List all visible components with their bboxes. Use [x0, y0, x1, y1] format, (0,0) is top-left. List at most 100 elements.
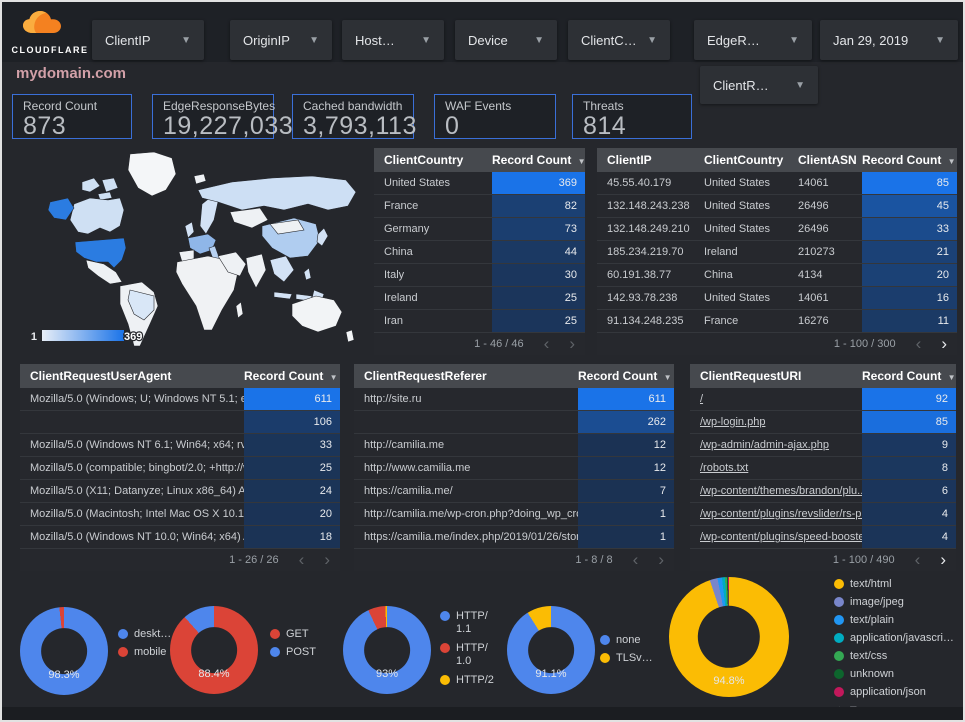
- legend-item[interactable]: POST: [270, 646, 316, 658]
- donut-percent-label: 98.3%: [48, 669, 80, 681]
- table-row[interactable]: http://site.ru 611: [354, 388, 674, 411]
- filter-clientcountry[interactable]: ClientC… ▼: [568, 20, 670, 60]
- column-header[interactable]: Record Count ▼: [578, 369, 672, 383]
- table-row[interactable]: Mozilla/5.0 (X11; Datanyze; Linux x86_64…: [20, 480, 340, 503]
- table-row[interactable]: Ireland 25: [374, 287, 585, 310]
- table-row[interactable]: 106: [20, 411, 340, 434]
- filter-device[interactable]: Device ▼: [455, 20, 557, 60]
- legend-item[interactable]: none: [600, 634, 653, 646]
- legend-item[interactable]: HTTP/2: [440, 674, 496, 687]
- table-row[interactable]: https://camilia.me/7: [354, 480, 674, 503]
- map-legend-max: 369: [124, 331, 142, 343]
- next-page-icon[interactable]: ›: [940, 550, 946, 569]
- filter-originip-label: OriginIP: [243, 32, 290, 48]
- uri-link[interactable]: /robots.txt: [700, 462, 749, 474]
- table-row[interactable]: 262: [354, 411, 674, 434]
- legend-item[interactable]: text/plain: [834, 614, 954, 626]
- table-cell: 26496: [798, 223, 829, 235]
- uri-link[interactable]: /: [700, 393, 704, 405]
- legend-item[interactable]: HTTP/1.1: [440, 610, 496, 636]
- column-header[interactable]: Record Count ▼: [862, 369, 956, 383]
- date-range-picker[interactable]: Jan 29, 2019 ▼: [820, 20, 958, 60]
- table-row[interactable]: Mozilla/5.0 (compatible; bingbot/2.0; +h…: [20, 457, 340, 480]
- table-row[interactable]: China 44: [374, 241, 585, 264]
- table-row[interactable]: Iran 25: [374, 310, 585, 333]
- uri-link[interactable]: /wp-admin/admin-ajax.php: [700, 439, 830, 451]
- table-row[interactable]: France 82: [374, 195, 585, 218]
- column-header[interactable]: ClientIP: [607, 153, 652, 167]
- legend-item[interactable]: TLSv…: [600, 652, 653, 664]
- column-header[interactable]: ClientASN: [798, 153, 857, 167]
- filter-host-label: Host…: [355, 32, 395, 48]
- prev-page-icon: ‹: [298, 550, 305, 569]
- table-row[interactable]: http://camilia.me/wp-cron.php?doing_wp_c…: [354, 503, 674, 526]
- legend-item[interactable]: unknown: [834, 668, 954, 680]
- legend-item[interactable]: mobile: [118, 646, 171, 658]
- column-header[interactable]: Record Count ▼: [244, 369, 338, 383]
- legend-item[interactable]: HTTP/1.0: [440, 642, 496, 668]
- donut-http-method[interactable]: 88.4%: [170, 606, 258, 694]
- table-row[interactable]: /wp-content/themes/brandon/plu... 6: [690, 480, 956, 503]
- table-cell: United States: [384, 177, 451, 189]
- legend-item[interactable]: application/javascri…: [834, 632, 954, 644]
- table-row[interactable]: Germany 73: [374, 218, 585, 241]
- donut-tls-version[interactable]: 91.1%: [507, 606, 595, 694]
- table-row[interactable]: Mozilla/5.0 (Macintosh; Intel Mac OS X 1…: [20, 503, 340, 526]
- table-row[interactable]: /wp-content/plugins/speed-booste... 4: [690, 526, 956, 549]
- table-row[interactable]: Italy 30: [374, 264, 585, 287]
- uri-link[interactable]: /wp-login.php: [700, 416, 766, 428]
- table-row[interactable]: 132.148.249.210 United States 26496 33: [597, 218, 957, 241]
- table-row[interactable]: 60.191.38.77 China 4134 20: [597, 264, 957, 287]
- column-header[interactable]: ClientRequestReferer: [364, 369, 487, 383]
- table-row[interactable]: 45.55.40.179 United States 14061 85: [597, 172, 957, 195]
- record-count-cell: 20: [862, 264, 957, 286]
- filter-clientrequest[interactable]: ClientR… ▼: [700, 66, 818, 104]
- table-row[interactable]: 185.234.219.70 Ireland 210273 21: [597, 241, 957, 264]
- table-row[interactable]: https://camilia.me/index.php/2019/01/26/…: [354, 526, 674, 549]
- legend-item[interactable]: text/css: [834, 650, 954, 662]
- column-header[interactable]: ClientRequestUserAgent: [30, 369, 172, 383]
- next-page-icon[interactable]: ›: [941, 334, 947, 353]
- donut-http-version[interactable]: 93%: [343, 606, 431, 694]
- table-cell: Mozilla/5.0 (compatible; bingbot/2.0; +h…: [30, 462, 244, 474]
- table-row[interactable]: Mozilla/5.0 (Windows NT 10.0; Win64; x64…: [20, 526, 340, 549]
- table-row[interactable]: Mozilla/5.0 (Windows NT 6.1; Win64; x64;…: [20, 434, 340, 457]
- legend-item[interactable]: image/jpeg: [834, 596, 954, 608]
- record-count-cell: 73: [492, 218, 585, 240]
- table-header-row: ClientCountry Record Count ▼: [374, 148, 585, 172]
- donut-device-type[interactable]: 98.3%: [20, 607, 108, 695]
- table-row[interactable]: 132.148.243.238 United States 26496 45: [597, 195, 957, 218]
- donut-content-type[interactable]: 94.8%: [669, 577, 789, 697]
- column-header[interactable]: Record Count ▼: [862, 153, 956, 167]
- legend-item[interactable]: GET: [270, 628, 316, 640]
- legend-item[interactable]: application/json: [834, 686, 954, 698]
- column-header[interactable]: ClientCountry: [704, 153, 784, 167]
- table-row[interactable]: 142.93.78.238 United States 14061 16: [597, 287, 957, 310]
- table-cell: United States: [704, 177, 771, 189]
- table-row[interactable]: http://camilia.me 12: [354, 434, 674, 457]
- uri-link[interactable]: /wp-content/plugins/speed-booste...: [700, 531, 862, 543]
- legend-item[interactable]: text/html: [834, 578, 954, 590]
- table-row[interactable]: /wp-content/plugins/revslider/rs-p... 4: [690, 503, 956, 526]
- record-count-cell: 25: [244, 457, 340, 479]
- client-country-geo-map[interactable]: 1 369: [12, 148, 370, 356]
- column-header[interactable]: Record Count ▼: [492, 153, 585, 167]
- filter-originip[interactable]: OriginIP ▼: [230, 20, 332, 60]
- table-row[interactable]: /robots.txt 8: [690, 457, 956, 480]
- table-row[interactable]: / 92: [690, 388, 956, 411]
- column-header[interactable]: ClientRequestURI: [700, 369, 802, 383]
- table-row[interactable]: http://www.camilia.me 12: [354, 457, 674, 480]
- table-row[interactable]: /wp-admin/admin-ajax.php 9: [690, 434, 956, 457]
- filter-edgeresponse[interactable]: EdgeR… ▼: [694, 20, 812, 60]
- table-row[interactable]: United States 369: [374, 172, 585, 195]
- table-cell: 132.148.243.238: [607, 200, 690, 212]
- table-row[interactable]: Mozilla/5.0 (Windows; U; Windows NT 5.1;…: [20, 388, 340, 411]
- legend-item[interactable]: deskt…: [118, 628, 171, 640]
- filter-host[interactable]: Host… ▼: [342, 20, 444, 60]
- table-row[interactable]: 91.134.248.235 France 16276 11: [597, 310, 957, 333]
- uri-link[interactable]: /wp-content/themes/brandon/plu...: [700, 485, 862, 497]
- table-row[interactable]: /wp-login.php 85: [690, 411, 956, 434]
- filter-clientip[interactable]: ClientIP ▼: [92, 20, 204, 60]
- uri-link[interactable]: /wp-content/plugins/revslider/rs-p...: [700, 508, 862, 520]
- column-header[interactable]: ClientCountry: [384, 153, 464, 167]
